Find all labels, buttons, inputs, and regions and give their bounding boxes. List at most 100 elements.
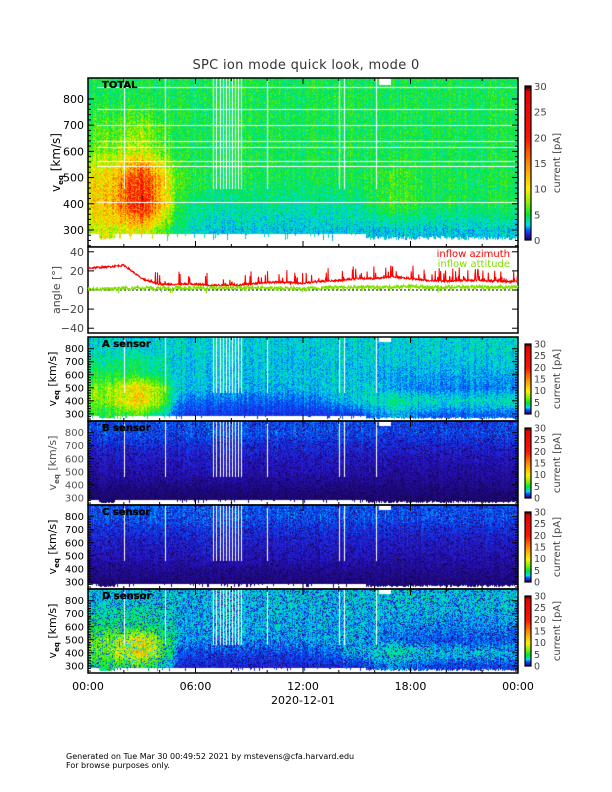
colorbar-cell [525,575,531,577]
colorbar-cell [525,560,531,562]
colorbar-cell [525,344,531,346]
colorbar-cell [525,351,531,353]
colorbar-cell [525,439,531,441]
colorbar-cell [525,616,531,618]
colorbar-cell [525,599,531,601]
colorbar-tick-label: 0 [534,578,540,589]
colorbar-cell [525,144,531,146]
colorbar-cell [525,191,531,193]
colorbar-cell [525,574,531,576]
colorbar-cell [525,544,531,546]
colorbar-cell [525,362,531,364]
colorbar-cell [525,598,531,600]
colorbar-cell [525,550,531,552]
colorbar-tick-label: 25 [534,351,546,362]
colorbar-cell [525,527,531,529]
colorbar-cell [525,409,531,411]
colorbar-cell [525,405,531,407]
colorbar-tick-label: 30 [534,340,546,351]
colorbar-cell [525,610,531,612]
colorbar-cell [525,378,531,380]
colorbar-cell [525,434,531,436]
colorbar-label: current [pA] [552,433,563,493]
colorbar-cell [525,98,531,100]
colorbar-cell [525,617,531,619]
colorbar-cell [525,391,531,393]
colorbar-cell [525,546,531,548]
colorbar-cell [525,384,531,386]
colorbar-cell [525,456,531,458]
colorbar-cell [525,450,531,452]
colorbar-cell [525,619,531,621]
colorbar-cell [525,524,531,526]
colorbar-cell [525,514,531,516]
colorbar-cell [525,603,531,605]
colorbar-cell [525,635,531,637]
colorbar-cell [525,577,531,579]
colorbar-cell [525,470,531,472]
colorbar-cell [525,528,531,530]
colorbar-tick-label: 5 [534,210,540,221]
colorbar-cell [525,102,531,104]
colorbar-cell [525,495,531,497]
colorbar-cell [525,147,531,149]
colorbar-cell [525,463,531,465]
colorbar-frame [524,427,532,499]
colorbar-cell [525,120,531,122]
colorbar-cell [525,346,531,348]
colorbar-cell [525,87,531,89]
colorbar-tick-label: 10 [534,470,546,481]
colorbar-cell [525,483,531,485]
colorbar-cell [525,367,531,369]
y-tick-label: 800 [65,344,84,355]
panel-frame [87,77,519,248]
colorbar-tick-label: 15 [534,543,546,554]
colorbar-cell [525,168,531,170]
colorbar-tick-label: 20 [534,363,546,374]
x-tick-label: 00:00 [72,680,104,693]
colorbar-cell [525,624,531,626]
colorbar-cell [525,446,531,448]
colorbar-cell [525,613,531,615]
colorbar-cell [525,464,531,466]
colorbar-cell [525,534,531,536]
colorbar-cell [525,647,531,649]
colorbar-tick-label: 30 [534,424,546,435]
colorbar-cell [525,204,531,206]
colorbar-cell [525,481,531,483]
colorbar-cell [525,95,531,97]
colorbar-cell [525,158,531,160]
colorbar-cell [525,370,531,372]
y-axis-label: veq [km/s] [46,436,61,491]
colorbar-tick-label: 0 [534,494,540,505]
colorbar-cell [525,350,531,352]
colorbar-cell [525,451,531,453]
series-line-inflow-attitude [87,283,519,294]
series-line-inflow-azimuth [87,263,519,288]
colorbar-cell [525,551,531,553]
colorbar-cell [525,444,531,446]
colorbar-cell [525,348,531,350]
colorbar-cell [525,365,531,367]
colorbar-cell [525,105,531,107]
colorbar-cell [525,123,531,125]
colorbar-cell [525,179,531,181]
colorbar-cell [525,381,531,383]
y-tick-label: 600 [65,622,84,633]
colorbar-cell [525,638,531,640]
colorbar-cell [525,118,531,120]
colorbar-cell [525,121,531,123]
colorbar-cell [525,360,531,362]
colorbar-cell [525,558,531,560]
colorbar-cell [525,131,531,133]
y-tick-label: 800 [65,428,84,439]
colorbar-tick-label: 25 [534,108,547,119]
colorbar-cell [525,566,531,568]
colorbar-cell [525,358,531,360]
colorbar-cell [525,382,531,384]
x-tick-label: 00:00 [502,680,534,693]
y-tick-label: 700 [65,609,84,620]
colorbar-cell [525,441,531,443]
colorbar-cell [525,578,531,580]
y-tick-label: 300 [65,409,84,420]
